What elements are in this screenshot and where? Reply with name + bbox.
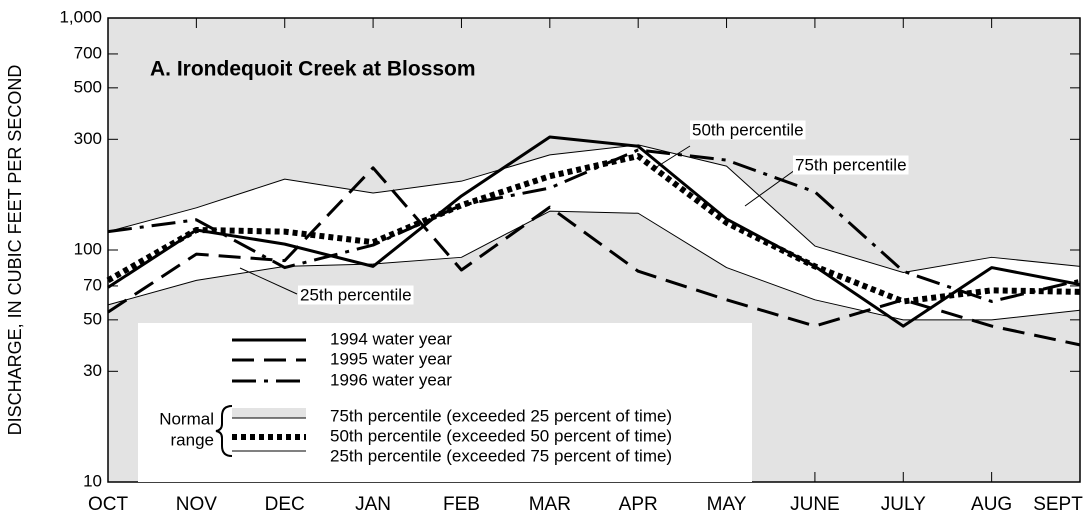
- x-tick-label: MAR: [529, 494, 571, 515]
- legend-brace: [215, 405, 233, 457]
- legend-group-label: Normal: [159, 409, 214, 428]
- x-tick-label: AUG: [971, 494, 1012, 515]
- series-line: [106, 153, 1081, 305]
- legend-label: 1995 water year: [330, 349, 452, 368]
- normal-range-band: [108, 144, 1080, 320]
- x-tick-label: FEB: [443, 494, 480, 515]
- annotation-leader: [654, 145, 691, 169]
- series-line: [107, 166, 1081, 347]
- legend-swatch: [232, 408, 306, 418]
- y-tick-label: 70: [83, 275, 102, 294]
- y-tick-label: 300: [74, 129, 102, 148]
- series-line: [107, 148, 1081, 303]
- x-tick-label: APR: [619, 494, 658, 515]
- legend-group-label: range: [171, 430, 214, 449]
- x-tick-label: JULY: [881, 494, 926, 515]
- annotation-bg: [793, 155, 909, 175]
- annotation-leader: [744, 169, 796, 207]
- series-line: [107, 135, 1081, 328]
- y-tick-label: 30: [83, 361, 102, 380]
- annotation-bg: [690, 120, 806, 140]
- series-line: [107, 144, 1081, 273]
- x-tick-label: OCT: [88, 494, 129, 515]
- y-tick-label: 1,000: [59, 7, 102, 26]
- annotation-bg: [298, 285, 414, 305]
- legend-label: 25th percentile (exceeded 75 percent of …: [330, 446, 672, 465]
- y-tick-label: 100: [74, 239, 102, 258]
- annotation-leader: [239, 267, 298, 295]
- legend-label: 75th percentile (exceeded 25 percent of …: [330, 406, 672, 425]
- x-tick-label: NOV: [176, 494, 218, 515]
- legend-label: 50th percentile (exceeded 50 percent of …: [330, 426, 672, 445]
- series-line: [107, 210, 1081, 321]
- y-tick-label: 700: [74, 43, 102, 62]
- legend-label: 1994 water year: [330, 329, 452, 348]
- x-tick-label: JUNE: [790, 494, 840, 515]
- annotation: 25th percentile: [300, 285, 412, 304]
- annotation: 50th percentile: [692, 120, 804, 139]
- x-tick-label: JAN: [355, 494, 391, 515]
- legend-box: [138, 323, 752, 482]
- y-tick-label: 10: [83, 471, 102, 490]
- legend-label: 1996 water year: [330, 370, 452, 389]
- x-tick-label: DEC: [265, 494, 305, 515]
- x-tick-label: SEPT: [1033, 494, 1083, 515]
- x-tick-label: MAY: [707, 494, 747, 515]
- annotation: 75th percentile: [795, 155, 907, 174]
- chart-title: A. Irondequoit Creek at Blossom: [150, 58, 476, 81]
- y-axis-label: DISCHARGE, IN CUBIC FEET PER SECOND: [5, 65, 25, 436]
- y-tick-label: 50: [83, 309, 102, 328]
- y-tick-label: 500: [74, 77, 102, 96]
